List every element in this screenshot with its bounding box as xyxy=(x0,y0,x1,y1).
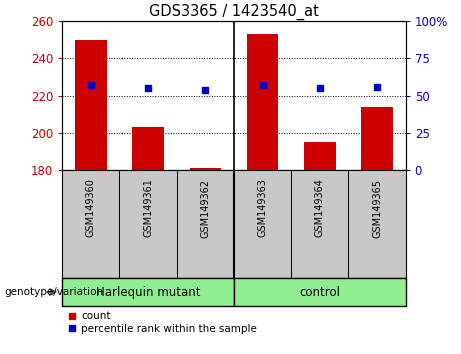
Text: GSM149361: GSM149361 xyxy=(143,178,153,238)
Text: GSM149363: GSM149363 xyxy=(258,178,267,238)
Bar xyxy=(304,142,336,170)
Bar xyxy=(189,168,221,170)
Text: control: control xyxy=(299,286,340,298)
Bar xyxy=(132,127,164,170)
Text: GSM149362: GSM149362 xyxy=(201,178,210,238)
Text: GSM149365: GSM149365 xyxy=(372,178,382,238)
Legend: count, percentile rank within the sample: count, percentile rank within the sample xyxy=(67,312,257,333)
Bar xyxy=(75,40,106,170)
Bar xyxy=(361,107,393,170)
Text: GSM149360: GSM149360 xyxy=(86,178,96,238)
Text: Harlequin mutant: Harlequin mutant xyxy=(96,286,201,298)
Bar xyxy=(62,278,234,306)
Text: genotype/variation: genotype/variation xyxy=(5,287,104,297)
Text: GSM149364: GSM149364 xyxy=(315,178,325,238)
Bar xyxy=(234,278,406,306)
Title: GDS3365 / 1423540_at: GDS3365 / 1423540_at xyxy=(149,4,319,20)
Bar xyxy=(247,34,278,170)
